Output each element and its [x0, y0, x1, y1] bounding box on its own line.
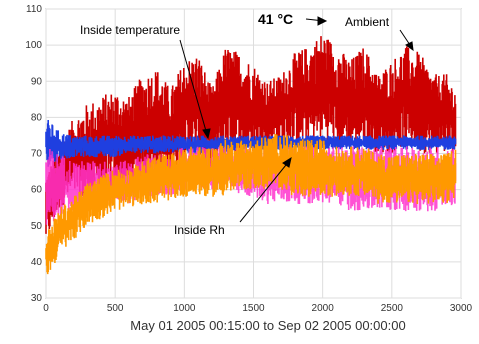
arrowhead-inside-temperature	[202, 128, 211, 140]
y-tick-labels: 30 40 50 60 70 80 90 100 110	[25, 4, 42, 304]
y-tick-label: 60	[31, 185, 43, 196]
y-tick-label: 100	[25, 40, 42, 51]
series-layer	[45, 36, 457, 275]
y-tick-label: 110	[26, 4, 42, 15]
annotation-ambient: Ambient	[345, 15, 390, 29]
x-axis-label: May 01 2005 00:15:00 to Sep 02 2005 00:0…	[130, 318, 405, 333]
annotation-inside-temperature: Inside temperature	[80, 23, 180, 37]
arrowhead-inside-rh	[282, 156, 292, 168]
arrow-inside-rh	[239, 159, 291, 223]
y-tick-label: 80	[31, 112, 43, 123]
arrowhead-ambient	[405, 41, 414, 52]
annotation-arrows	[179, 16, 414, 223]
x-tick-label: 1000	[173, 303, 196, 314]
x-tick-label: 3000	[450, 303, 473, 314]
x-tick-label: 0	[43, 303, 49, 314]
x-tick-label: 1500	[242, 303, 265, 314]
x-tick-label: 2500	[381, 303, 404, 314]
arrow-inside-temperature	[179, 39, 209, 139]
x-tick-label: 2000	[312, 303, 335, 314]
x-tick-label: 500	[107, 303, 124, 314]
y-tick-label: 30	[31, 293, 43, 304]
arrowhead-41c	[317, 16, 328, 26]
series-inside-rh	[45, 133, 457, 275]
y-tick-label: 70	[31, 149, 43, 160]
y-tick-label: 50	[31, 221, 43, 232]
y-tick-label: 40	[31, 257, 43, 268]
annotation-41c: 41 °C	[258, 11, 293, 27]
annotation-inside-rh: Inside Rh	[174, 223, 225, 237]
x-tick-labels: 0 500 1000 1500 2000 2500 3000	[43, 303, 472, 314]
y-tick-label: 90	[31, 76, 43, 87]
